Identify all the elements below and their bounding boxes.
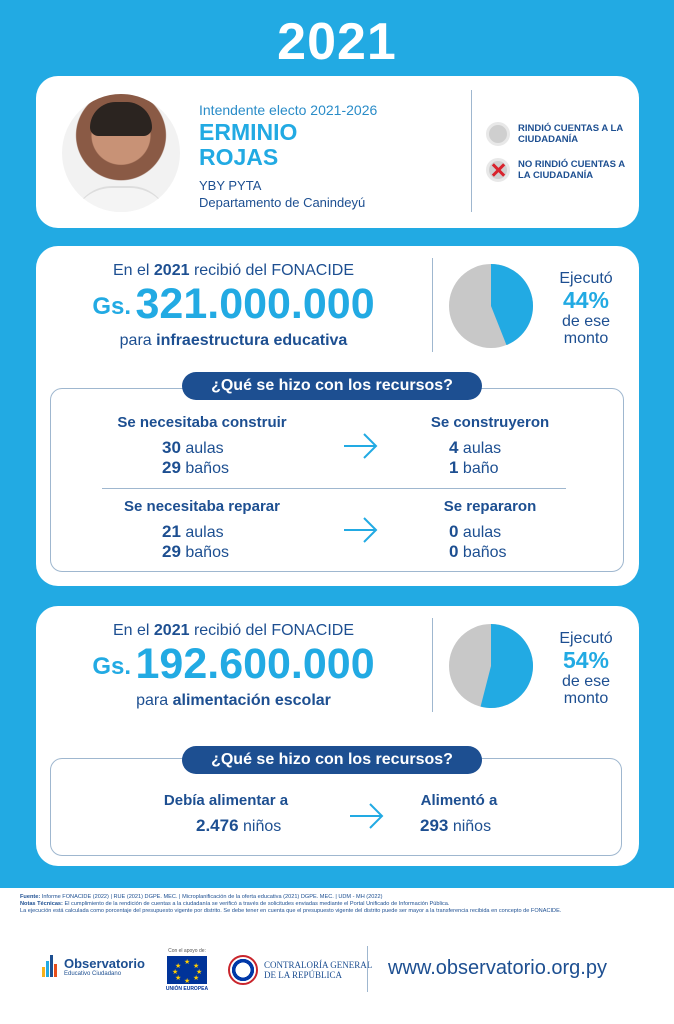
food-done-value: 293 niños <box>420 816 492 835</box>
repair-needed-title: Se necesitaba reparar <box>124 498 280 515</box>
mayor-photo <box>62 94 180 212</box>
built-title: Se construyeron <box>430 414 550 431</box>
eu-label: UNIÓN EUROPEA <box>165 986 209 992</box>
arrow-right-icon <box>344 517 378 543</box>
divider <box>471 90 472 212</box>
observatorio-title: Observatorio <box>64 955 145 971</box>
food-needed-value: 2.476 niños <box>196 816 282 835</box>
year-title: 2021 <box>277 13 397 71</box>
footer-source: Fuente: Informe FONACIDE (2022) | RUE (2… <box>20 894 383 900</box>
footer-notes-2: La ejecución está calculada como porcent… <box>20 908 562 914</box>
contraloria-line2: DE LA REPÚBLICA <box>264 970 343 980</box>
food-amount-value: 192.600.000 <box>135 640 375 688</box>
infra-amount-value: 321.000.000 <box>135 280 375 328</box>
contraloria-line1: CONTRALORÍA GENERAL <box>264 960 373 970</box>
infra-card: En el 2021 recibió del FONACIDE Gs. 321.… <box>36 246 639 586</box>
observatorio-subtitle: Educativo Ciudadano <box>64 970 122 977</box>
legend-rendered-label: RINDIÓ CUENTAS A LA CIUDADANÍA <box>518 123 623 145</box>
repaired-aulas: 0 aulas <box>449 522 502 541</box>
repair-needed-aulas: 21 aulas <box>162 522 224 541</box>
build-needed-aulas: 30 aulas <box>162 438 224 457</box>
food-executed: Ejecutó 54% de ese monto <box>541 630 631 707</box>
arrow-right-icon <box>344 433 378 459</box>
divider <box>432 258 433 352</box>
mayor-name: ERMINIO ROJAS <box>199 120 297 170</box>
infra-question: ¿Qué se hizo con los recursos? <box>182 372 482 400</box>
footer-divider <box>367 946 368 992</box>
eu-flag-icon: ★ ★ ★ ★ ★ ★ ★ ★ <box>167 956 207 985</box>
infra-executed-pct: 44% <box>562 287 610 313</box>
observatorio-logo: Observatorio Educativo Ciudadano <box>42 955 145 977</box>
divider <box>432 618 433 712</box>
footer-notes: Notas Técnicas: El cumplimiento de la re… <box>20 901 450 907</box>
food-execution-pie <box>449 624 533 708</box>
red-x-icon <box>486 158 510 182</box>
infra-amount: Gs. 321.000.000 <box>36 280 431 329</box>
infra-currency: Gs. <box>92 293 132 320</box>
build-needed-title: Se necesitaba construir <box>117 414 287 431</box>
website-link[interactable]: www.observatorio.org.py <box>388 957 607 979</box>
contraloria-logo: CONTRALORÍA GENERAL DE LA REPÚBLICA <box>228 955 372 985</box>
repaired-title: Se repararon <box>443 498 537 515</box>
infra-received-text: En el 2021 recibió del FONACIDE <box>112 262 354 279</box>
bars-icon <box>42 955 58 977</box>
infra-execution-pie <box>449 264 533 348</box>
repair-needed-banos: 29 baños <box>162 542 229 561</box>
food-executed-pct: 54% <box>562 647 610 673</box>
infra-executed: Ejecutó 44% de ese monto <box>541 270 631 347</box>
town-name: YBY PYTA <box>199 178 262 193</box>
legend-not-rendered-label: NO RINDIÓ CUENTAS A LA CIUDADANÍA <box>518 159 625 181</box>
mayor-last-name: ROJAS <box>199 144 279 170</box>
gray-circle-icon <box>486 122 510 146</box>
eu-support-text: Con el apoyo de: <box>168 948 206 954</box>
department-name: Departamento de Canindeyú <box>199 195 366 210</box>
build-needed-banos: 29 baños <box>162 458 229 477</box>
legend-rendered: RINDIÓ CUENTAS A LA CIUDADANÍA <box>486 122 628 146</box>
role-text: Intendente electo 2021-2026 <box>199 102 378 118</box>
built-aulas: 4 aulas <box>449 438 502 457</box>
profile-card: Intendente electo 2021-2026 ERMINIO ROJA… <box>36 76 639 228</box>
row-separator <box>102 488 566 489</box>
legend-not-rendered: NO RINDIÓ CUENTAS A LA CIUDADANÍA <box>486 158 628 182</box>
food-needed-title: Debía alimentar a <box>163 792 289 809</box>
food-received-text: En el 2021 recibió del FONACIDE <box>112 622 354 639</box>
contraloria-seal-icon <box>228 955 258 985</box>
eu-logo: Con el apoyo de: ★ ★ ★ ★ ★ ★ ★ ★ UNIÓN EUROPE… <box>165 948 209 992</box>
food-done-title: Alimentó a <box>420 792 498 809</box>
arrow-right-icon <box>350 803 384 829</box>
food-question: ¿Qué se hizo con los recursos? <box>182 746 482 774</box>
mayor-first-name: ERMINIO <box>199 119 298 145</box>
repaired-banos: 0 baños <box>449 542 507 561</box>
infra-purpose: para infraestructura educativa <box>119 332 348 349</box>
food-amount: Gs. 192.600.000 <box>36 640 431 689</box>
built-banos: 1 baño <box>449 458 499 477</box>
food-purpose: para alimentación escolar <box>136 692 331 709</box>
food-card: En el 2021 recibió del FONACIDE Gs. 192.… <box>36 606 639 866</box>
food-currency: Gs. <box>92 653 132 680</box>
